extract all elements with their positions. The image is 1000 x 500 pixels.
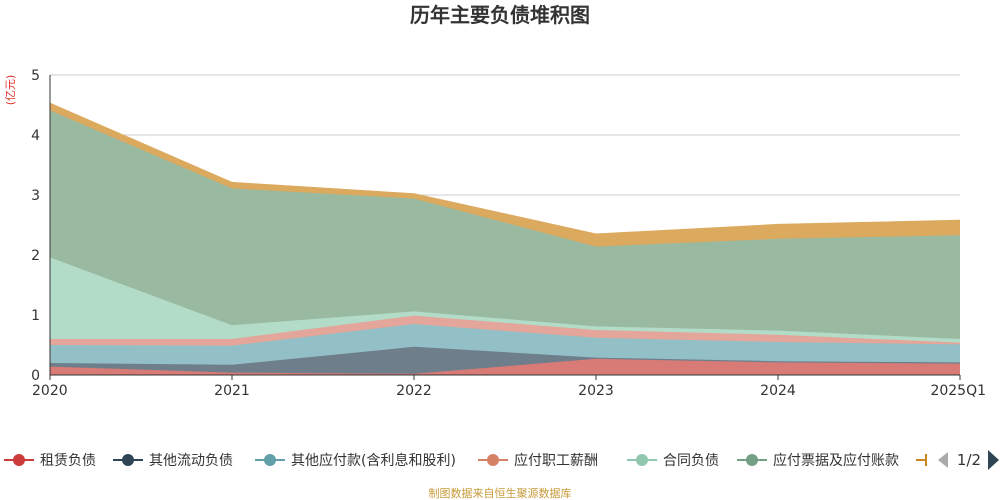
legend-page-label: 1/2 bbox=[957, 451, 981, 469]
area-series-1[interactable] bbox=[50, 346, 960, 374]
y-tick-label: 2 bbox=[31, 248, 40, 264]
area-series-6[interactable] bbox=[50, 103, 960, 247]
data-source-note: 制图数据来自恒生聚源数据库 bbox=[429, 486, 572, 500]
legend-pager: 1/2 bbox=[938, 450, 999, 470]
y-tick-label: 1 bbox=[31, 308, 40, 324]
legend: 租赁负债 其他流动负债 其他应付款(含利息和股利) 应付职工薪酬 合同负债 应付票据及应付… bbox=[4, 452, 927, 469]
y-tick-label: 4 bbox=[31, 128, 40, 144]
legend-item-4[interactable]: 合同负债 bbox=[627, 453, 719, 469]
x-tick-label: 2023 bbox=[578, 383, 614, 399]
legend-prev-page-icon[interactable] bbox=[938, 452, 948, 468]
area-series-layer bbox=[49, 102, 961, 375]
legend-circle-marker bbox=[746, 454, 758, 466]
y-tick-label: 3 bbox=[31, 188, 40, 204]
x-tick-label: 2020 bbox=[32, 383, 68, 399]
legend-circle-marker bbox=[122, 454, 134, 466]
legend-label: 应付票据及应付账款 bbox=[773, 452, 899, 469]
legend-label: 合同负债 bbox=[663, 453, 719, 469]
y-axis-unit: (亿元) bbox=[4, 75, 17, 106]
area-series-3[interactable] bbox=[50, 315, 960, 346]
legend-label: 其他应付款(含利息和股利) bbox=[291, 452, 456, 469]
legend-item-clipped-6 bbox=[916, 454, 927, 466]
y-tick-label: 0 bbox=[31, 368, 40, 384]
legend-item-5[interactable]: 应付票据及应付账款 bbox=[737, 452, 899, 469]
legend-circle-marker bbox=[13, 454, 25, 466]
legend-circle-marker bbox=[487, 454, 499, 466]
legend-circle-marker bbox=[264, 454, 276, 466]
area-series-line-6 bbox=[49, 102, 961, 235]
legend-label: 其他流动负债 bbox=[149, 453, 233, 469]
legend-label: 应付职工薪酬 bbox=[514, 452, 598, 469]
x-tick-label: 2021 bbox=[214, 383, 250, 399]
legend-next-page-icon[interactable] bbox=[988, 450, 999, 470]
legend-item-1[interactable]: 其他流动负债 bbox=[113, 453, 233, 469]
y-tick-label: 5 bbox=[31, 68, 40, 84]
chart-title: 历年主要负债堆积图 bbox=[410, 3, 590, 27]
legend-item-3[interactable]: 应付职工薪酬 bbox=[478, 452, 598, 469]
area-series-2[interactable] bbox=[50, 324, 960, 365]
legend-label: 租赁负债 bbox=[40, 453, 96, 469]
area-series-4[interactable] bbox=[50, 257, 960, 343]
x-tick-label: 2025Q1 bbox=[930, 383, 986, 399]
legend-circle-marker bbox=[636, 454, 648, 466]
legend-item-2[interactable]: 其他应付款(含利息和股利) bbox=[255, 452, 456, 469]
legend-item-0[interactable]: 租赁负债 bbox=[4, 453, 96, 469]
x-tick-label: 2024 bbox=[760, 383, 796, 399]
area-series-0[interactable] bbox=[50, 358, 960, 375]
area-series-5[interactable] bbox=[50, 110, 960, 340]
axes: 0 1 2 3 4 5 2020 2021 2022 2023 2024 2025Q1 bbox=[31, 68, 986, 399]
x-tick-label: 2022 bbox=[396, 383, 432, 399]
